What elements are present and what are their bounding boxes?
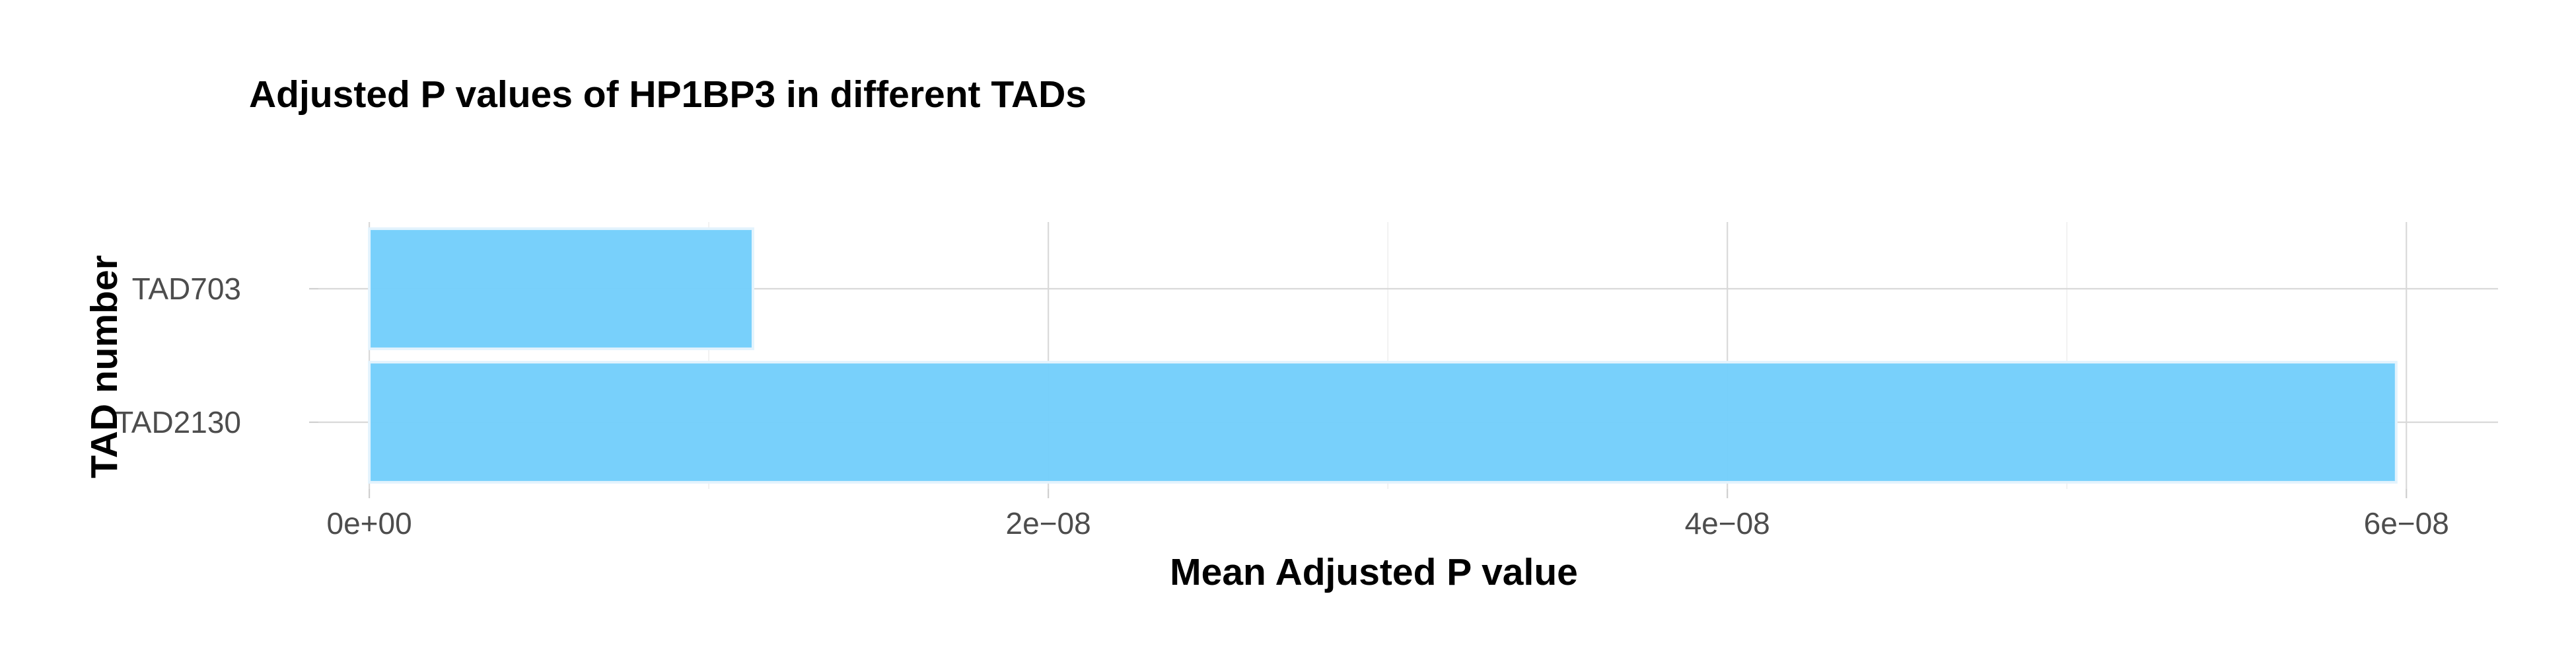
x-tick-label: 6e−08: [2364, 506, 2449, 541]
y-axis: TAD703 TAD2130: [115, 272, 318, 439]
x-axis: 0e+00 2e−08 4e−08 6e−08: [327, 489, 2449, 541]
x-axis-title: Mean Adjusted P value: [1170, 551, 1578, 593]
y-tick-label: TAD703: [132, 272, 241, 306]
bar-tad703: [368, 227, 754, 350]
x-tick-label: 2e−08: [1006, 506, 1091, 541]
chart-title: Adjusted P values of HP1BP3 in different…: [249, 73, 1087, 116]
y-tick-label: TAD2130: [115, 405, 241, 439]
x-tick-label: 4e−08: [1685, 506, 1770, 541]
bar-tad2130: [368, 361, 2398, 484]
x-tick-label: 0e+00: [327, 506, 412, 541]
y-axis-title: TAD number: [83, 255, 125, 478]
bars: [368, 227, 2398, 484]
